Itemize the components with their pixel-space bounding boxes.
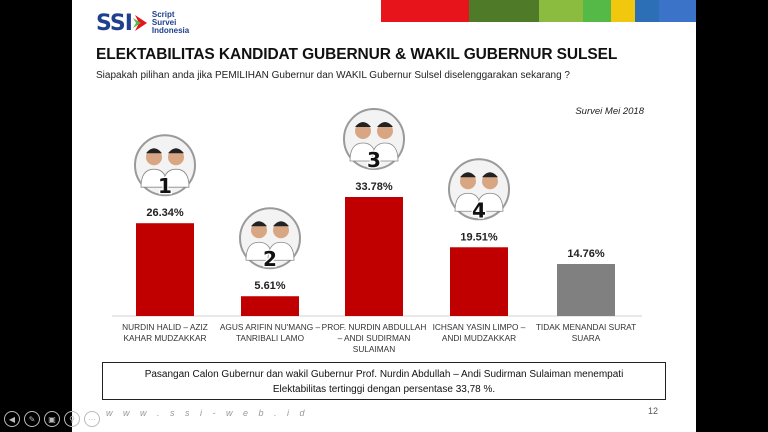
candidate-photo-4: 4 — [448, 158, 510, 224]
category-label-1: NURDIN HALID – AZIZ — [122, 322, 208, 332]
slideshow-controls: ◀ ✎ ▣ ⚲ ⋯ — [4, 411, 100, 427]
data-label-5: 14.76% — [567, 248, 605, 260]
category-label-5: SUARA — [572, 333, 601, 343]
category-label-5: TIDAK MENANDAI SURAT — [536, 322, 636, 332]
strip-segment — [635, 0, 659, 22]
category-label-4: ANDI MUDZAKKAR — [442, 333, 516, 343]
strip-segment — [539, 0, 583, 22]
category-label-1: KAHAR MUDZAKKAR — [124, 333, 207, 343]
bar-1 — [136, 223, 194, 316]
category-label-2: AGUS ARIFIN NU'MANG – — [220, 322, 321, 332]
color-strip — [381, 0, 696, 22]
data-label-3: 33.78% — [355, 181, 393, 193]
strip-segment — [659, 0, 696, 22]
slide: SSI Script Survei Indonesia ELEKTABILITA… — [72, 0, 696, 432]
logo-arrow-icon — [132, 15, 147, 31]
bar-3 — [345, 197, 403, 316]
footer-url: w w w . s s i - w e b . i d — [106, 408, 309, 418]
strip-segment — [611, 0, 635, 22]
strip-segment — [469, 0, 539, 22]
candidate-number-4: 4 — [472, 198, 486, 222]
category-label-2: TANRIBALI LAMO — [236, 333, 305, 343]
candidate-photo-1: 1 — [134, 134, 196, 199]
category-label-3: – ANDI SUDIRMAN — [338, 333, 411, 343]
ssi-logo: SSI Script Survei Indonesia — [96, 10, 189, 36]
data-label-2: 5.61% — [254, 280, 285, 292]
bar-5 — [557, 264, 615, 316]
bar-2 — [241, 296, 299, 316]
pen-icon[interactable]: ✎ — [24, 411, 40, 427]
logo-brand: SSI — [96, 10, 133, 36]
note-line-1: Pasangan Calon Gubernur dan wakil Gubern… — [144, 369, 624, 380]
category-label-3: PROF. NURDIN ABDULLAH — [322, 322, 427, 332]
category-label-4: ICHSAN YASIN LIMPO – — [433, 322, 526, 332]
candidate-photo-3: 3 — [343, 108, 405, 173]
zoom-icon[interactable]: ⚲ — [64, 411, 80, 427]
survey-label: Survei Mei 2018 — [575, 106, 644, 117]
slides-icon[interactable]: ▣ — [44, 411, 60, 427]
candidate-number-2: 2 — [263, 247, 277, 271]
page-subtitle: Siapakah pilihan anda jika PEMILIHAN Gub… — [96, 70, 570, 81]
candidate-number-3: 3 — [367, 148, 381, 172]
strip-segment — [381, 0, 469, 22]
more-icon[interactable]: ⋯ — [84, 411, 100, 427]
strip-segment — [583, 0, 611, 22]
data-label-1: 26.34% — [146, 207, 184, 219]
page-number: 12 — [647, 406, 658, 416]
conclusion-note: Pasangan Calon Gubernur dan wakil Gubern… — [102, 362, 666, 400]
data-label-4: 19.51% — [460, 231, 498, 243]
note-line-2: Elektabilitas tertinggi dengan persentas… — [272, 384, 496, 395]
candidate-number-1: 1 — [158, 174, 172, 198]
previous-icon[interactable]: ◀ — [4, 411, 20, 427]
candidate-photo-2: 2 — [239, 207, 301, 272]
page-title: ELEKTABILITAS KANDIDAT GUBERNUR & WAKIL … — [96, 46, 618, 63]
category-label-3: SULAIMAN — [353, 344, 395, 354]
logo-text: Script Survei Indonesia — [151, 10, 190, 35]
bar-4 — [450, 247, 508, 316]
